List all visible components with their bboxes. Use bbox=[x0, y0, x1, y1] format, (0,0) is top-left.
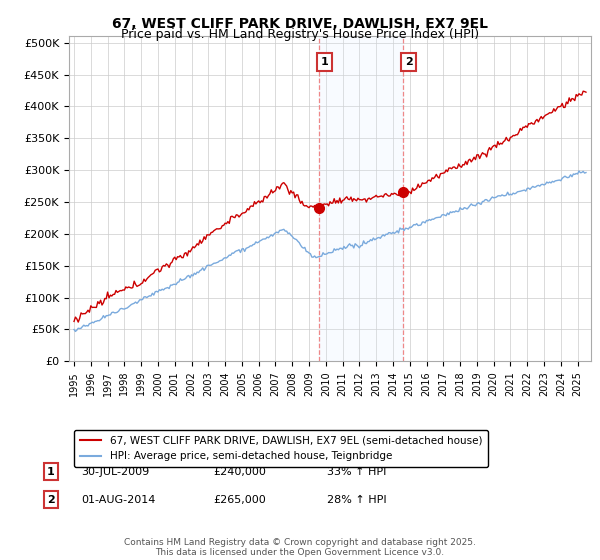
Text: 30-JUL-2009: 30-JUL-2009 bbox=[81, 466, 149, 477]
Text: 1: 1 bbox=[47, 466, 55, 477]
Text: Price paid vs. HM Land Registry's House Price Index (HPI): Price paid vs. HM Land Registry's House … bbox=[121, 28, 479, 41]
Text: 67, WEST CLIFF PARK DRIVE, DAWLISH, EX7 9EL: 67, WEST CLIFF PARK DRIVE, DAWLISH, EX7 … bbox=[112, 17, 488, 31]
Text: 2: 2 bbox=[404, 57, 412, 67]
Legend: 67, WEST CLIFF PARK DRIVE, DAWLISH, EX7 9EL (semi-detached house), HPI: Average : 67, WEST CLIFF PARK DRIVE, DAWLISH, EX7 … bbox=[74, 430, 488, 468]
Text: £240,000: £240,000 bbox=[213, 466, 266, 477]
Text: 33% ↑ HPI: 33% ↑ HPI bbox=[327, 466, 386, 477]
Text: 1: 1 bbox=[321, 57, 329, 67]
Text: 2: 2 bbox=[47, 494, 55, 505]
Text: 28% ↑ HPI: 28% ↑ HPI bbox=[327, 494, 386, 505]
Text: Contains HM Land Registry data © Crown copyright and database right 2025.
This d: Contains HM Land Registry data © Crown c… bbox=[124, 538, 476, 557]
Bar bbox=[319, 36, 403, 361]
Text: £265,000: £265,000 bbox=[213, 494, 266, 505]
Text: 01-AUG-2014: 01-AUG-2014 bbox=[81, 494, 155, 505]
